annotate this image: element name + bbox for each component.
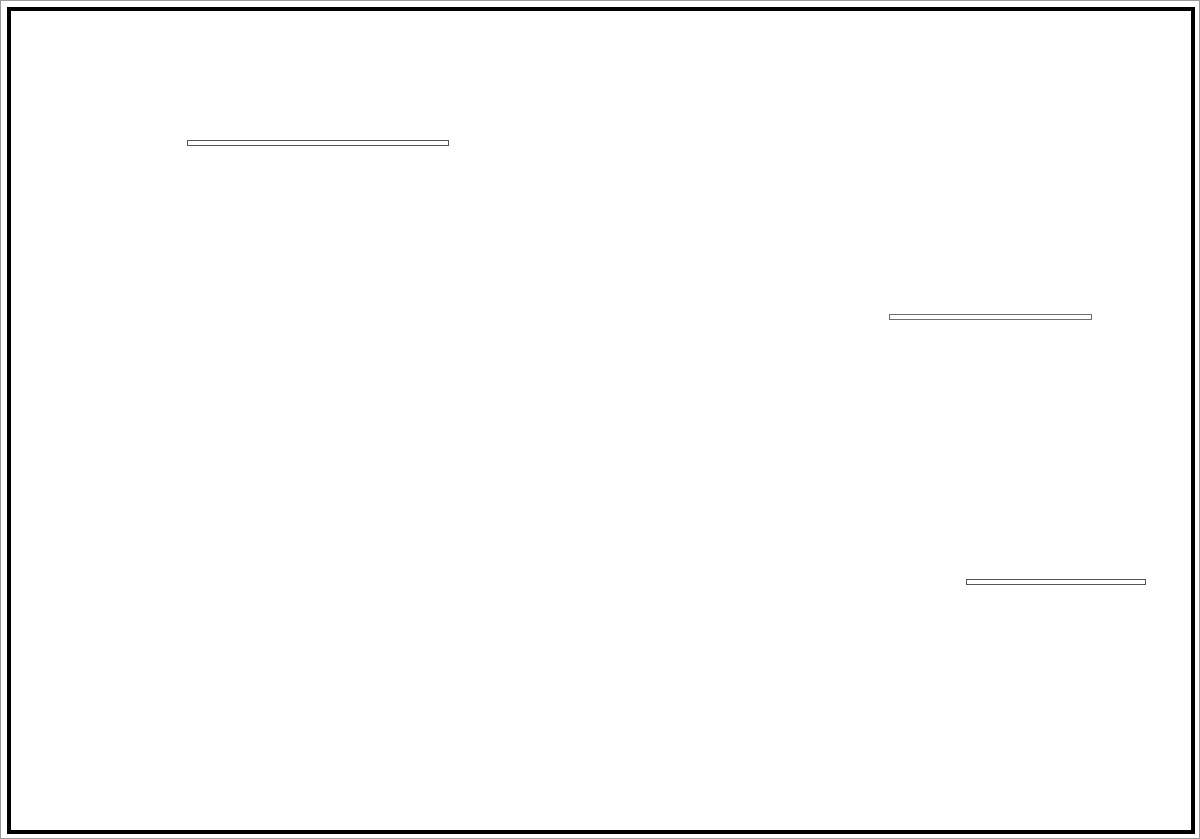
chart-border bbox=[7, 7, 1195, 834]
plot-canvas bbox=[11, 11, 1191, 830]
trendline-equation-callout bbox=[889, 314, 1092, 320]
loops-note-callout bbox=[966, 579, 1146, 585]
dates-note-callout bbox=[187, 140, 449, 146]
